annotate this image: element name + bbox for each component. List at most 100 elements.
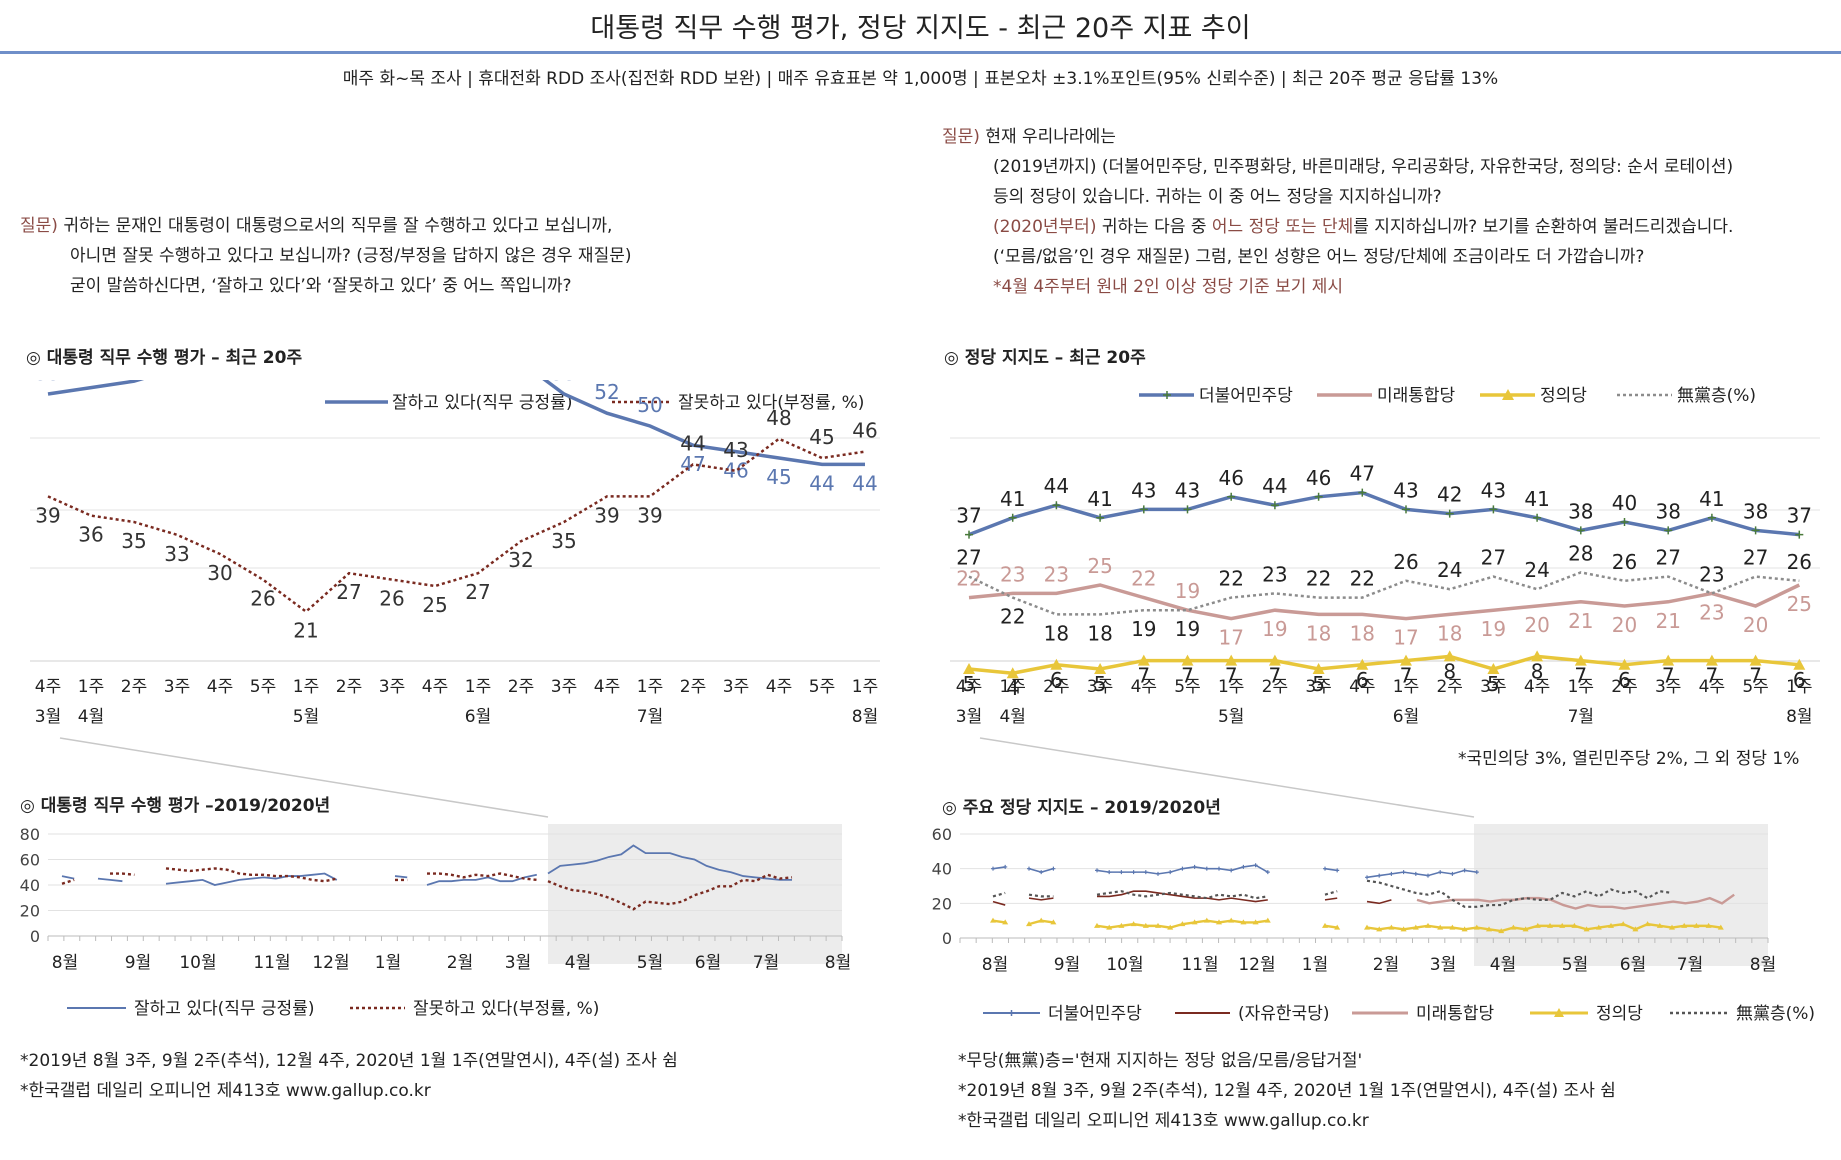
approval20-approve-label: 44 [852, 471, 877, 495]
party20-justice-label: 6 [1050, 668, 1063, 692]
chart-party-long-justice-line [1324, 924, 1338, 929]
chart-party-long-justice-marker [1155, 922, 1161, 928]
approval20-approve-label: 44 [809, 471, 834, 495]
party20-legend-label-3: 無黨층(%) [1677, 386, 1756, 406]
party20-democratic-label: 37 [1787, 504, 1812, 528]
approval20-week-label: 1주 [78, 677, 104, 697]
chart-party-long-democratic-marker [1389, 871, 1394, 876]
chart-party-long-justice-marker [1364, 924, 1370, 930]
party20-unified-label: 22 [1131, 567, 1156, 591]
survey-method-subtitle: 매주 화~목 조사 | 휴대전화 RDD 조사(집전화 RDD 보완) | 매주… [342, 69, 1499, 89]
chart-party-long-justice-marker [1050, 919, 1057, 925]
chart-party-long-independent-line [1324, 890, 1338, 896]
party20-unified-label: 18 [1437, 621, 1462, 645]
approval20-disapprove-label: 46 [852, 419, 877, 443]
party20-democratic-label: 38 [1743, 499, 1768, 523]
party20-justice-label: 7 [1662, 664, 1675, 688]
chart-party-long-justice-marker [1595, 924, 1602, 930]
chart-party-long-y-tick: 0 [942, 929, 952, 948]
chart-party-long-justice-marker [1510, 924, 1517, 930]
party20-democratic-marker [1576, 526, 1585, 535]
chart-party-long-democratic-marker [1095, 868, 1099, 873]
chart-party-long-month-label: 8월 [982, 955, 1008, 975]
left-question-label: 질문) [20, 216, 58, 236]
section-title-party-long: ◎ 주요 정당 지지도 – 2019/2020년 [942, 798, 1221, 818]
chart-party-long-justice-marker [1571, 922, 1578, 928]
approval20-approve-label: 52 [594, 380, 619, 404]
chart-party-long-liberty-line [1097, 890, 1268, 903]
party20-independent-label: 27 [1655, 546, 1680, 570]
party20-democratic-marker [1402, 505, 1410, 514]
chart-party-long-month-label: 6월 [1620, 955, 1646, 975]
chart-party-long-justice-marker [1449, 924, 1456, 930]
party20-justice-marker [1137, 654, 1150, 666]
right-question-text-1: 현재 우리나라에는 [985, 127, 1116, 147]
party20-justice-marker [1268, 654, 1281, 666]
party20-month-label: 6월 [1393, 707, 1419, 727]
party20-justice-marker [1705, 654, 1718, 666]
approval20-month-label: 4월 [78, 707, 104, 727]
party20-week-label: 1주 [1218, 677, 1244, 697]
party20-democratic-marker [1008, 513, 1017, 522]
party20-unified-label: 25 [1787, 592, 1812, 616]
chart-approval-long-month-label: 5월 [637, 953, 663, 973]
chart-approval-long-y-tick: 80 [20, 825, 40, 844]
approval20-disapprove-label: 25 [422, 593, 447, 617]
chart-party-long-month-label: 3월 [1430, 955, 1456, 975]
party20-justice-marker [1050, 658, 1063, 670]
chart-party-long-month-label: 1월 [1302, 955, 1328, 975]
chart-party-long-democratic-line [1366, 869, 1477, 879]
chart-party-long-justice-marker [1094, 922, 1100, 928]
chart-party-long-democratic-marker [1450, 871, 1455, 876]
approval20-approve-label: 55 [35, 380, 60, 385]
right-footnote-1: *무당(無黨)층='현재 지지하는 정당 없음/모름/응답거절' [958, 1051, 1363, 1071]
party20-justice-label: 6 [1793, 668, 1806, 692]
party20-independent-label: 27 [956, 546, 981, 570]
chart-approval-long-approve-line [547, 844, 792, 881]
chart-approval-long-month-label: 10월 [179, 953, 216, 973]
party20-week-label: 4주 [956, 677, 982, 697]
chart-approval-long-y-tick: 20 [20, 902, 40, 921]
approval20-week-label: 2주 [336, 677, 362, 697]
right-question-party-phrase: 어느 정당 또는 단체 [1211, 217, 1354, 237]
chart-approval-long-month-label: 6월 [695, 953, 721, 973]
approval-long-chart: 0 20 40 60 80 8월 9월 10월 11월 12월 1월 2월 3월 4월 5월 6월 7월 8월잘하… [20, 824, 851, 1019]
chart-party-long-month-label: 9월 [1054, 955, 1080, 975]
chart-party-long-democratic-marker [1438, 870, 1443, 875]
party20-week-label: 2주 [1436, 677, 1462, 697]
right-question-text-4d: 를 지지하십니까? 보기를 순환하여 불러드리겠습니다. [1353, 217, 1734, 237]
chart-party-long-justice-marker [1656, 922, 1663, 928]
chart-party-long-justice-marker [1644, 921, 1651, 927]
approval20-disapprove-label: 33 [164, 542, 189, 566]
party20-democratic-label: 38 [1655, 499, 1680, 523]
party20-independent-line [968, 571, 1800, 616]
chart-party-long-justice-marker [1608, 922, 1614, 928]
chart-approval-long-y-tick: 40 [20, 876, 40, 895]
chart-party-long-justice-marker [1412, 924, 1419, 930]
party20-democratic-label: 41 [1087, 487, 1112, 511]
party20-justice-marker [1225, 654, 1238, 666]
party20-democratic-marker [1489, 505, 1498, 514]
party20-justice-marker [1749, 654, 1762, 666]
party20-democratic-marker [1183, 505, 1192, 514]
chart-party-long-y-tick: 20 [932, 894, 952, 913]
approval20-disapprove-label: 35 [551, 529, 576, 553]
party20-unified-label: 17 [1218, 626, 1243, 650]
chart-approval-long-disapprove-line [427, 872, 537, 882]
party20-justice-label: 5 [1312, 672, 1325, 696]
right-question-text-2: (2019년까지) (더불어민주당, 민주평화당, 바른미래당, 우리공화당, … [993, 157, 1734, 177]
approval20-approve-label: 55 [551, 380, 576, 385]
chart-party-long-democratic-marker [1204, 866, 1209, 871]
party20-justice-label: 6 [1618, 668, 1631, 692]
party20-justice-label: 8 [1443, 659, 1456, 683]
chart-party-long-liberty-line [992, 900, 1006, 906]
chart-party-long-month-label: 2월 [1373, 955, 1399, 975]
party20-independent-label: 24 [1437, 558, 1462, 582]
party20-justice-label: 5 [963, 672, 976, 696]
chart-party-long-unified-line [1416, 893, 1735, 910]
party20-unified-label: 25 [1087, 554, 1112, 578]
party20-legend-marker [1502, 389, 1514, 400]
chart-approval-long-approve-line [97, 877, 123, 883]
party20-week-label: 4주 [1131, 677, 1157, 697]
